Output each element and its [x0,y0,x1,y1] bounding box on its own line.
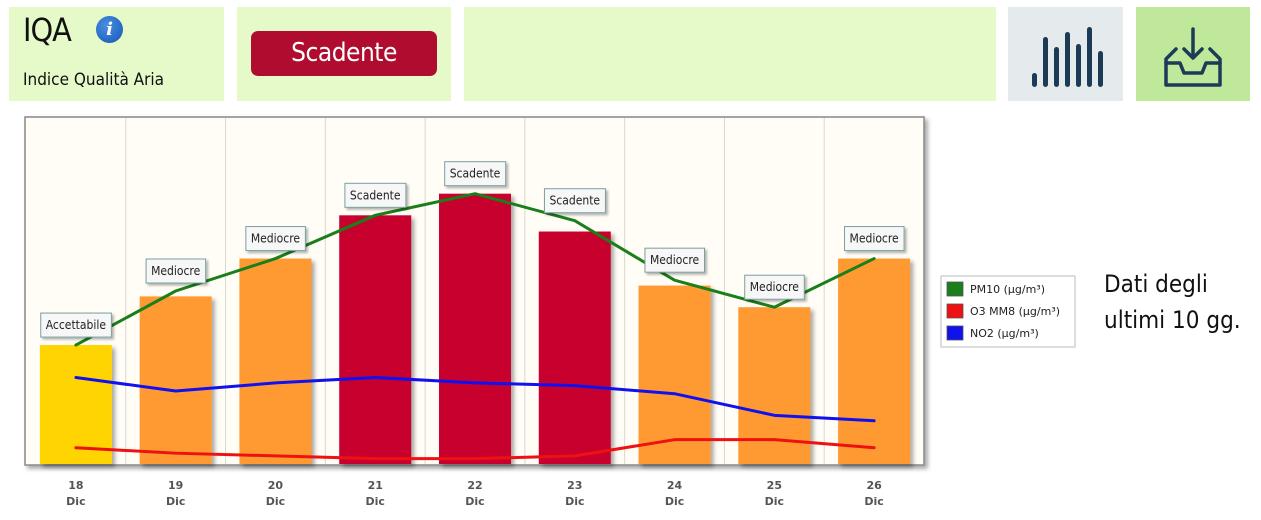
x-tick-month: Dic [366,495,385,508]
data-label-text: Mediocre [151,264,201,278]
data-period-note-line1: Dati degli [1104,270,1208,298]
chart-button[interactable] [1008,7,1123,101]
x-tick-day: 24 [667,479,683,492]
x-tick-month: Dic [665,495,684,508]
x-tick-day: 25 [767,479,782,492]
series-line [74,376,876,423]
legend-swatch [946,325,964,341]
data-label: Mediocre [145,258,207,284]
download-tray-icon [1164,27,1222,87]
data-label: Accettabile [40,312,112,338]
data-label-text: Scadente [549,194,600,208]
bar [339,215,412,464]
x-tick-month: Dic [66,495,85,508]
bar [139,296,212,464]
data-label-text: Scadente [350,188,401,202]
x-tick-day: 21 [368,479,383,492]
data-label-box [444,161,507,187]
iqa-title: IQA [23,11,72,49]
x-tick-day: 22 [467,479,482,492]
data-label: Mediocre [644,247,705,273]
bar [538,231,611,464]
x-tick-day: 20 [268,479,284,492]
bar [239,258,312,464]
data-label-text: Accettabile [46,318,107,332]
data-label: Mediocre [744,274,805,300]
data-period-note: Dati degli ultimi 10 gg. [1104,266,1259,338]
data-label-box [543,188,606,214]
download-button[interactable] [1136,7,1250,101]
x-tick-month: Dic [765,495,784,508]
legend-label: NO2 (µg/m³) [970,327,1039,340]
data-label-box [844,226,905,252]
data-label: Scadente [444,161,507,187]
data-label-box [644,247,705,273]
x-tick-day: 26 [866,479,882,492]
x-tick-month: Dic [266,495,285,508]
x-tick-day: 18 [68,479,83,492]
info-icon[interactable]: i [96,16,123,43]
bar [638,285,711,464]
bar [439,193,511,464]
data-label-text: Mediocre [650,253,700,267]
data-label-text: Mediocre [251,232,301,246]
series-line [74,438,876,461]
legend-label: O3 MM8 (µg/m³) [970,305,1060,318]
legend-swatch [946,303,964,319]
data-label: Mediocre [245,226,306,252]
series-line [74,192,876,347]
empty-panel [464,7,996,101]
x-tick-month: Dic [565,495,584,508]
x-tick-month: Dic [864,495,883,508]
data-label: Mediocre [844,226,905,252]
x-tick-month: Dic [465,495,484,508]
data-label-text: Scadente [450,167,501,181]
iqa-subtitle: Indice Qualità Aria [23,70,165,90]
data-label-text: Mediocre [850,232,900,246]
data-label-text: Mediocre [750,280,800,294]
x-tick-month: Dic [166,495,185,508]
iqa-panel: IQA i Indice Qualità Aria [9,7,224,101]
x-tick-day: 23 [567,479,582,492]
legend-label: PM10 (µg/m³) [970,283,1045,296]
bar [738,307,811,464]
data-label-box [344,182,407,208]
data-label-box [245,226,306,252]
legend: PM10 (µg/m³) O3 MM8 (µg/m³) NO2 (µg/m³) [940,275,1076,348]
level-panel: Scadente [237,7,451,101]
x-tick-day: 19 [168,479,183,492]
data-label-box [744,274,805,300]
data-label-box [40,312,112,338]
data-period-note-line2: ultimi 10 gg. [1104,306,1241,334]
level-badge: Scadente [251,31,437,76]
data-label-box [145,258,207,284]
data-label: Scadente [543,188,606,214]
bar [838,258,911,464]
legend-swatch [946,281,964,297]
data-label: Scadente [344,182,407,208]
bar [39,345,112,464]
bar-chart-icon [1032,27,1103,87]
